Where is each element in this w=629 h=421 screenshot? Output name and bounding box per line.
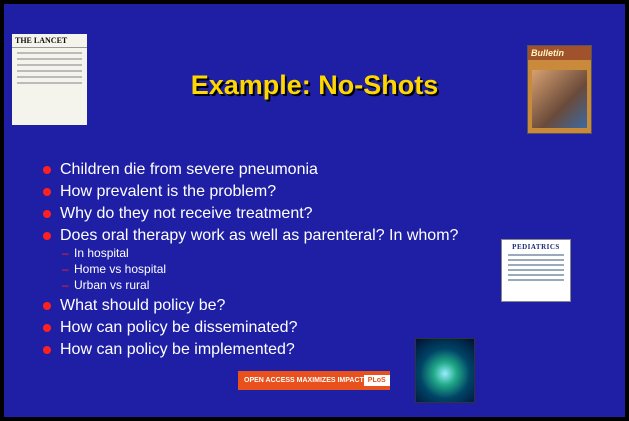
slide: THE LANCET Bulletin PEDIATRICS OPEN ACCE… xyxy=(0,0,629,421)
bullet-dot xyxy=(43,302,51,310)
bullet-dot xyxy=(43,346,51,354)
sub-bullet-dash: – xyxy=(62,262,69,276)
bullet-item: Does oral therapy work as well as parent… xyxy=(60,227,458,245)
sub-bullet-text: Urban vs rural xyxy=(74,278,149,292)
bullet-item: Children die from severe pneumonia xyxy=(60,161,318,179)
bullet-text: What should policy be? xyxy=(60,297,225,314)
sub-bullet-text: Home vs hospital xyxy=(74,262,166,276)
banner-logo: PLoS xyxy=(364,375,390,386)
bullet-dot xyxy=(43,232,51,240)
bullet-item: How can policy be disseminated? xyxy=(60,319,297,337)
bullet-item: Why do they not receive treatment? xyxy=(60,205,313,223)
bullet-item: How prevalent is the problem? xyxy=(60,183,276,201)
lancet-masthead: THE LANCET xyxy=(12,34,87,48)
bullet-text: Children die from severe pneumonia xyxy=(60,161,318,178)
pediatrics-masthead: PEDIATRICS xyxy=(502,240,570,251)
bullet-item: How can policy be implemented? xyxy=(60,341,295,359)
sub-bullet-item: –Home vs hospital xyxy=(74,262,166,276)
sub-bullet-dash: – xyxy=(62,246,69,260)
bullet-text: How can policy be implemented? xyxy=(60,341,295,358)
sub-bullet-text: In hospital xyxy=(74,246,129,260)
journal-cover xyxy=(415,338,475,403)
bulletin-masthead: Bulletin xyxy=(528,46,591,60)
bullet-text: Does oral therapy work as well as parent… xyxy=(60,227,458,244)
sub-bullet-item: –In hospital xyxy=(74,246,129,260)
slide-title: Example: No-Shots xyxy=(4,70,625,101)
bullet-text: How can policy be disseminated? xyxy=(60,319,297,336)
open-access-banner: OPEN ACCESS MAXIMIZES IMPACT PLoS xyxy=(238,371,390,390)
sub-bullet-item: –Urban vs rural xyxy=(74,278,149,292)
bullet-dot xyxy=(43,324,51,332)
pediatrics-cover: PEDIATRICS xyxy=(501,239,571,302)
bullet-dot xyxy=(43,188,51,196)
sub-bullet-dash: – xyxy=(62,278,69,292)
bullet-dot xyxy=(43,210,51,218)
bullet-text: Why do they not receive treatment? xyxy=(60,205,313,222)
bullet-dot xyxy=(43,166,51,174)
bullet-item: What should policy be? xyxy=(60,297,225,315)
banner-text: OPEN ACCESS MAXIMIZES IMPACT xyxy=(238,377,364,384)
bullet-text: How prevalent is the problem? xyxy=(60,183,276,200)
